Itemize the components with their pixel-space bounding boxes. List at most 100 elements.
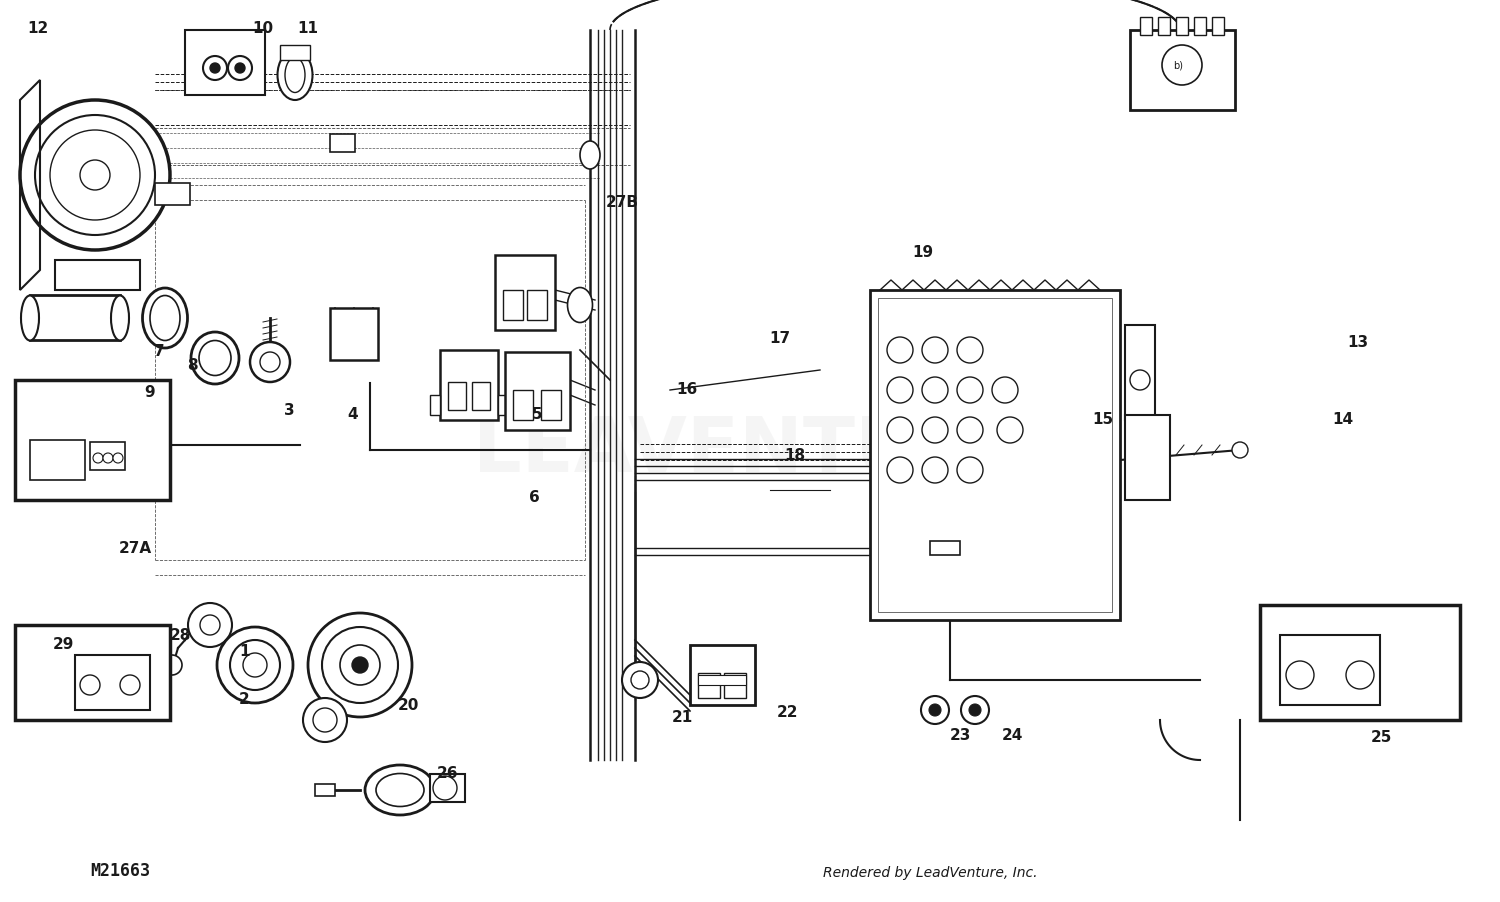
Circle shape: [1232, 442, 1248, 458]
Circle shape: [308, 613, 413, 717]
Bar: [503, 290, 524, 320]
Circle shape: [314, 708, 338, 732]
Circle shape: [236, 63, 244, 73]
Text: 28: 28: [170, 629, 190, 643]
Ellipse shape: [21, 296, 39, 340]
Circle shape: [80, 675, 100, 695]
Circle shape: [80, 160, 110, 190]
Text: b): b): [1173, 60, 1184, 70]
Circle shape: [50, 130, 140, 220]
Bar: [1130, 30, 1234, 110]
Circle shape: [969, 704, 981, 716]
Bar: [448, 382, 466, 410]
Circle shape: [1286, 661, 1314, 689]
Bar: [698, 673, 720, 698]
Text: 14: 14: [1332, 412, 1353, 427]
Ellipse shape: [567, 288, 592, 323]
Ellipse shape: [278, 50, 312, 100]
Bar: [430, 395, 439, 415]
Ellipse shape: [190, 332, 238, 384]
Text: 10: 10: [252, 22, 273, 36]
Bar: [440, 350, 498, 420]
Bar: [724, 673, 746, 698]
Bar: [513, 390, 532, 420]
Bar: [30, 295, 120, 340]
Circle shape: [1346, 661, 1374, 689]
Circle shape: [200, 615, 220, 635]
Bar: [495, 255, 555, 330]
Bar: [154, 183, 190, 205]
Text: 11: 11: [297, 22, 318, 36]
Text: 22: 22: [777, 705, 798, 720]
Bar: [315, 784, 334, 796]
Ellipse shape: [580, 141, 600, 169]
Circle shape: [928, 704, 940, 716]
Text: 2: 2: [238, 692, 250, 706]
Circle shape: [188, 603, 232, 647]
Bar: [930, 541, 960, 555]
Bar: [870, 290, 1120, 620]
Circle shape: [202, 56, 226, 80]
Text: 20: 20: [398, 698, 418, 713]
Text: 27A: 27A: [118, 541, 152, 556]
Bar: [330, 134, 356, 152]
Circle shape: [922, 337, 948, 363]
Text: 17: 17: [770, 331, 790, 345]
Ellipse shape: [142, 288, 188, 348]
Text: 15: 15: [1092, 412, 1113, 427]
Text: 13: 13: [1347, 336, 1368, 350]
Bar: [878, 298, 1112, 612]
Bar: [30, 440, 86, 480]
Text: Rendered by LeadVenture, Inc.: Rendered by LeadVenture, Inc.: [822, 866, 1038, 880]
Bar: [698, 675, 746, 685]
Text: 12: 12: [27, 22, 48, 36]
Text: 16: 16: [676, 382, 698, 397]
Circle shape: [433, 776, 457, 800]
Circle shape: [322, 627, 398, 703]
Bar: [56, 260, 140, 290]
Circle shape: [162, 655, 182, 675]
Text: 7: 7: [153, 345, 165, 359]
Bar: [1140, 17, 1152, 35]
Circle shape: [20, 100, 170, 250]
Circle shape: [886, 457, 914, 483]
Circle shape: [957, 417, 982, 443]
Circle shape: [260, 352, 280, 372]
Text: 21: 21: [672, 710, 693, 724]
Circle shape: [228, 56, 252, 80]
Bar: [15, 380, 170, 500]
Circle shape: [1130, 370, 1150, 390]
Text: 25: 25: [1371, 731, 1392, 745]
Bar: [690, 645, 754, 705]
Bar: [1176, 17, 1188, 35]
Bar: [330, 308, 378, 360]
Circle shape: [921, 696, 950, 724]
Text: 8: 8: [186, 358, 198, 373]
Circle shape: [886, 337, 914, 363]
Circle shape: [957, 337, 982, 363]
Circle shape: [957, 377, 982, 403]
Text: 1: 1: [240, 644, 249, 658]
Text: 6: 6: [528, 491, 540, 505]
Bar: [1158, 17, 1170, 35]
Text: LEAVENTURE: LEAVENTURE: [472, 414, 1028, 488]
Circle shape: [922, 417, 948, 443]
Text: 26: 26: [436, 767, 457, 781]
Bar: [472, 382, 490, 410]
Bar: [1194, 17, 1206, 35]
Bar: [75, 655, 150, 710]
Bar: [280, 45, 310, 60]
Text: 29: 29: [53, 637, 74, 651]
Bar: [498, 395, 508, 415]
Circle shape: [957, 457, 982, 483]
Bar: [430, 774, 465, 802]
Ellipse shape: [150, 296, 180, 340]
Bar: [506, 352, 570, 430]
Text: 23: 23: [950, 728, 970, 742]
Text: 9: 9: [144, 385, 156, 400]
Circle shape: [1162, 45, 1202, 85]
Bar: [1125, 415, 1170, 500]
Circle shape: [104, 453, 112, 463]
Circle shape: [210, 63, 220, 73]
Circle shape: [998, 417, 1023, 443]
